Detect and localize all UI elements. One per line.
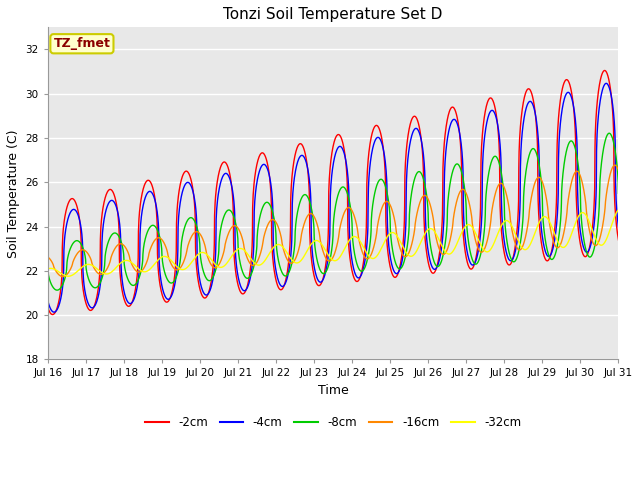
-16cm [44, 254, 52, 260]
-4cm [44, 298, 52, 303]
-4cm [499, 230, 507, 236]
Line: -4cm: -4cm [48, 84, 618, 312]
-2cm [44, 304, 52, 310]
-16cm [350, 212, 358, 218]
-2cm [362, 225, 370, 230]
-8cm [605, 131, 613, 136]
-16cm [362, 256, 370, 262]
-4cm [362, 248, 370, 253]
-8cm [499, 185, 507, 191]
Title: Tonzi Soil Temperature Set D: Tonzi Soil Temperature Set D [223, 7, 443, 22]
-8cm [53, 287, 61, 293]
-16cm [611, 162, 619, 168]
-8cm [350, 247, 358, 252]
-4cm [602, 81, 610, 86]
-32cm [614, 207, 622, 213]
-8cm [362, 261, 370, 266]
-2cm [49, 312, 56, 317]
-32cm [44, 266, 52, 272]
-16cm [614, 168, 622, 173]
Text: TZ_fmet: TZ_fmet [54, 37, 110, 50]
-2cm [601, 68, 609, 73]
-2cm [350, 275, 358, 280]
-4cm [614, 225, 622, 230]
-32cm [580, 210, 588, 216]
-16cm [204, 252, 211, 258]
-8cm [580, 239, 588, 244]
Legend: -2cm, -4cm, -8cm, -16cm, -32cm: -2cm, -4cm, -8cm, -16cm, -32cm [140, 412, 526, 434]
-2cm [580, 253, 588, 259]
-32cm [499, 220, 507, 226]
Line: -8cm: -8cm [48, 133, 618, 290]
-32cm [65, 274, 72, 279]
X-axis label: Time: Time [318, 384, 349, 397]
-8cm [564, 142, 572, 147]
Line: -32cm: -32cm [48, 210, 618, 276]
-4cm [350, 267, 358, 273]
-4cm [51, 309, 58, 315]
-32cm [564, 239, 572, 245]
-16cm [580, 189, 588, 195]
-32cm [204, 252, 211, 258]
Y-axis label: Soil Temperature (C): Soil Temperature (C) [7, 129, 20, 258]
-16cm [564, 197, 572, 203]
-8cm [204, 276, 211, 282]
-2cm [499, 244, 507, 250]
-4cm [580, 246, 588, 252]
Line: -2cm: -2cm [48, 71, 618, 314]
-4cm [204, 292, 211, 298]
-32cm [350, 234, 358, 240]
-8cm [44, 266, 52, 272]
Line: -16cm: -16cm [48, 165, 618, 276]
-4cm [564, 89, 572, 95]
-32cm [362, 250, 370, 255]
-16cm [499, 182, 507, 188]
-2cm [204, 293, 211, 299]
-8cm [614, 191, 622, 196]
-2cm [614, 237, 622, 243]
-16cm [59, 274, 67, 279]
-2cm [564, 78, 572, 84]
